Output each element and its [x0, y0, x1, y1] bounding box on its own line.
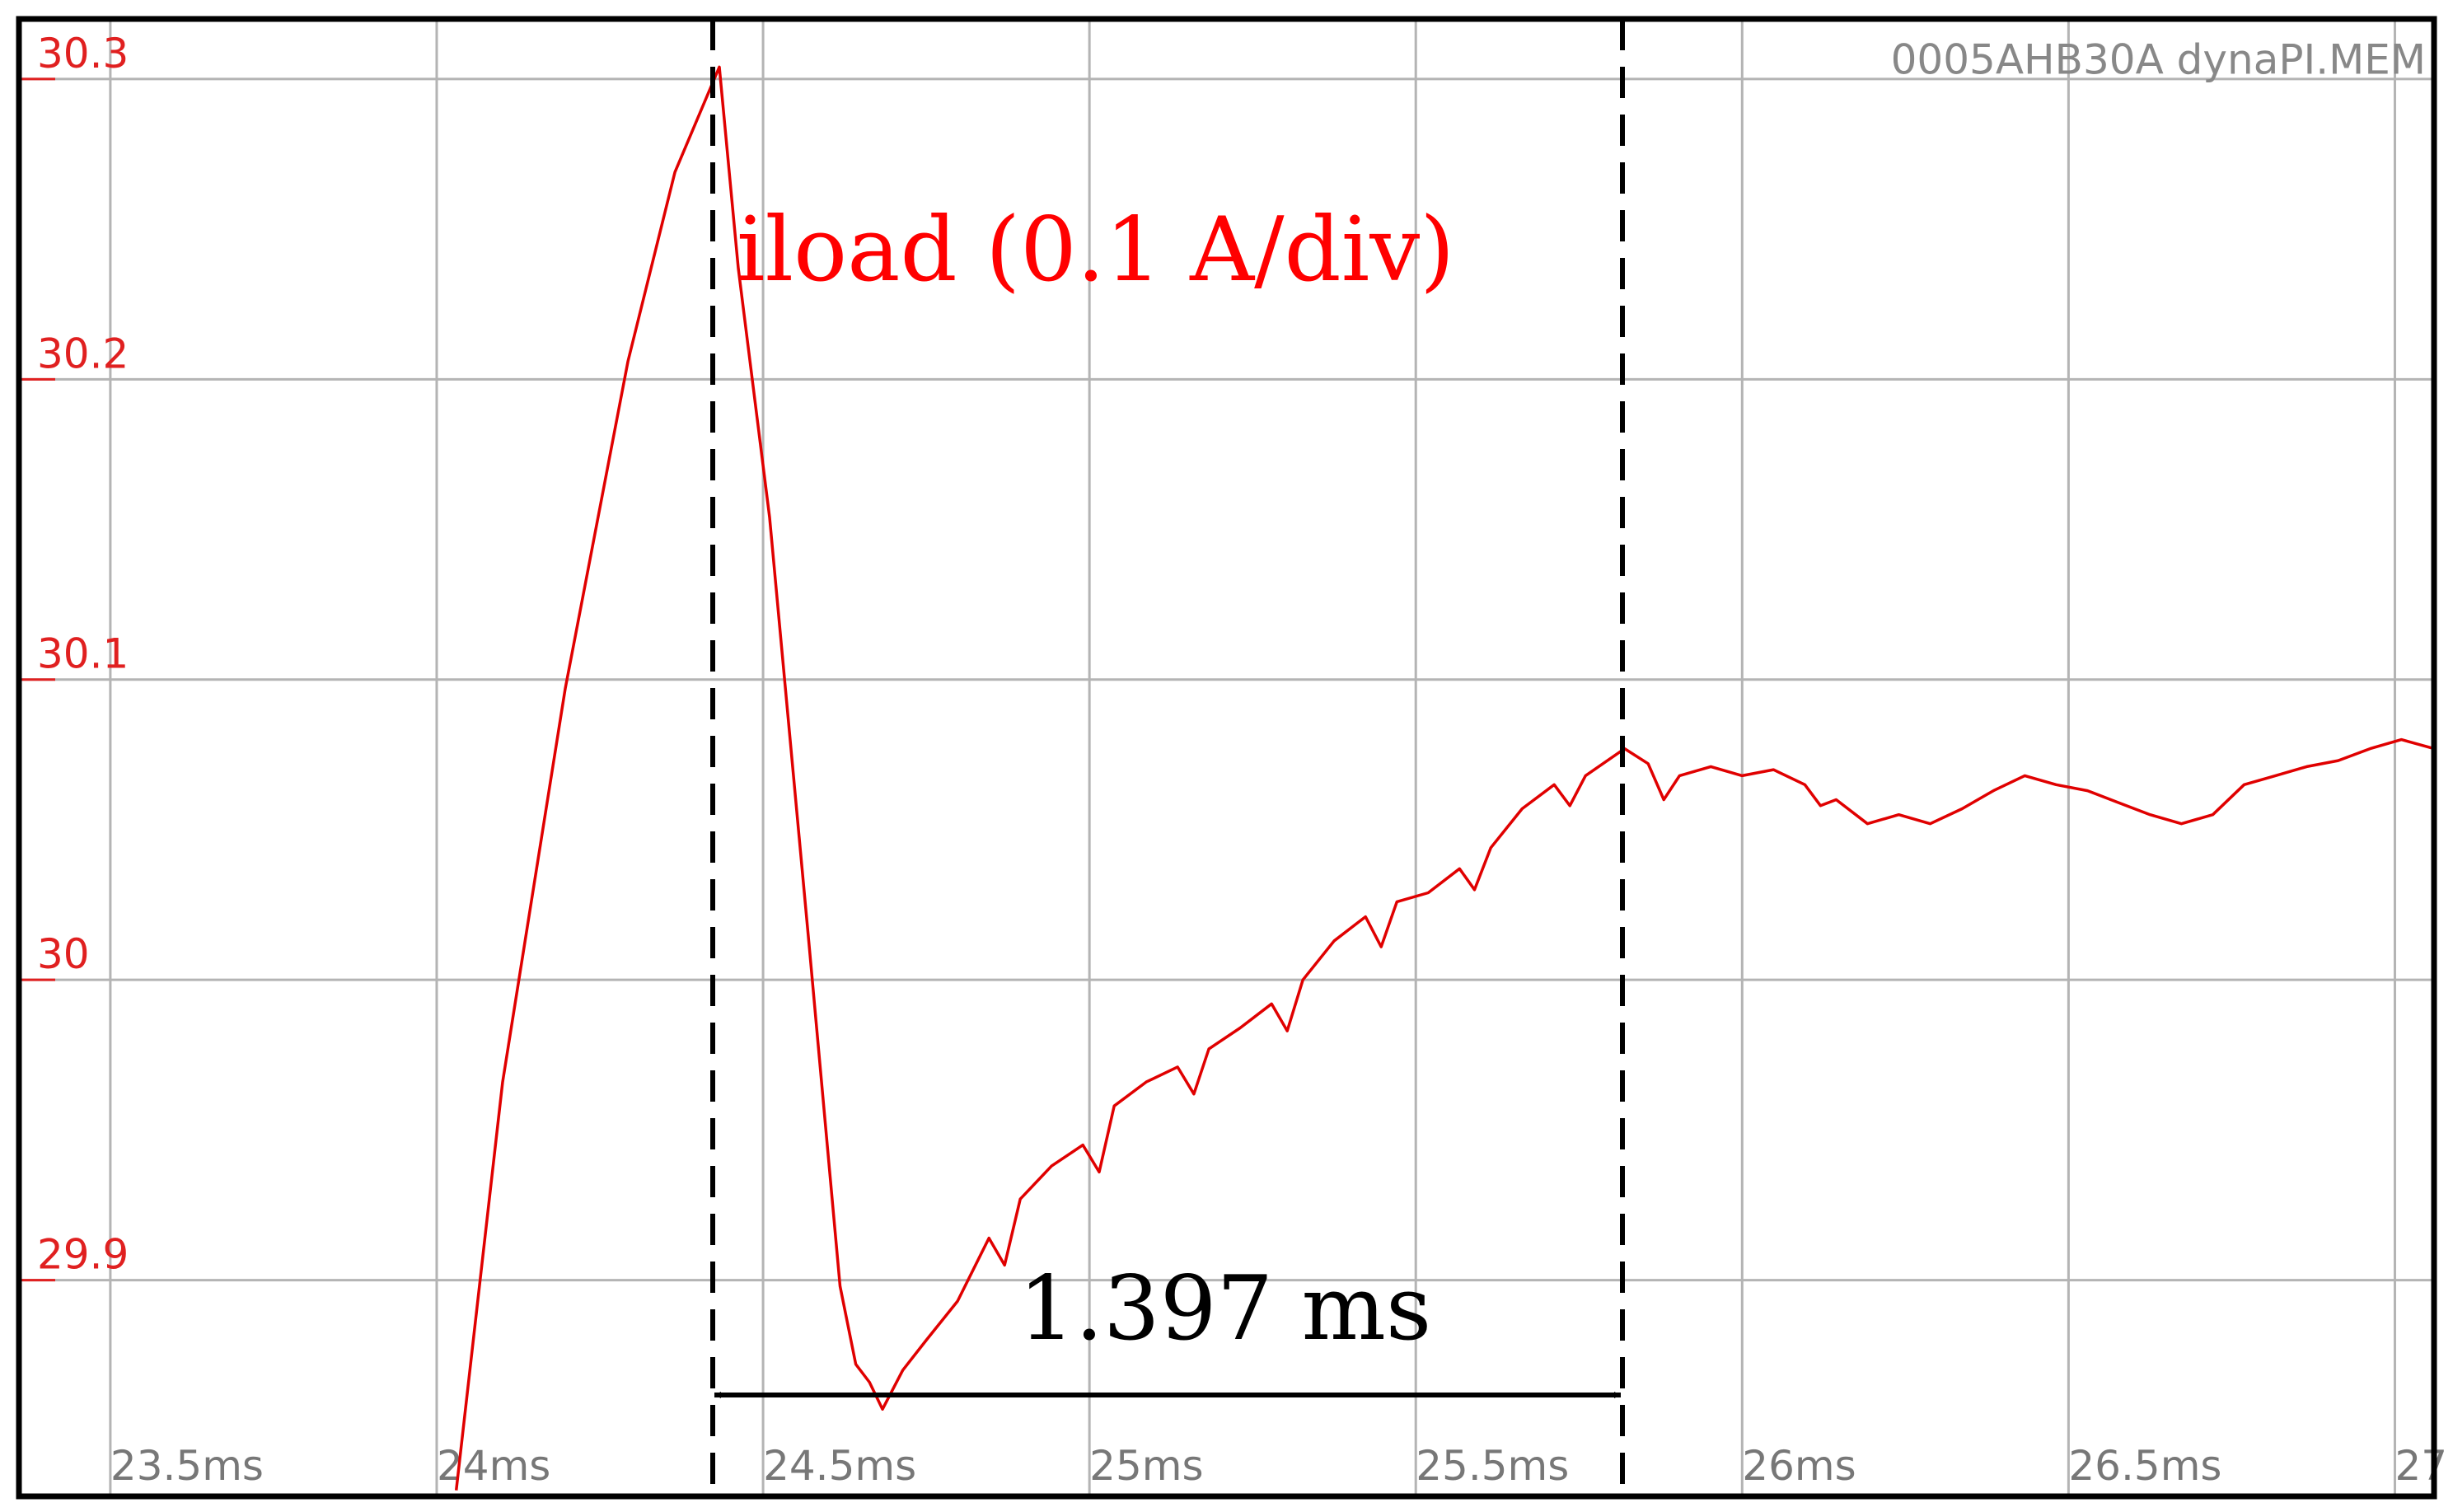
x-tick-label: 27 [2394, 1442, 2447, 1490]
frame [16, 16, 2437, 1500]
x-tick-label: 23.5ms [110, 1442, 264, 1490]
y-tick-label: 30.3 [37, 30, 129, 77]
data-line [454, 65, 2434, 1491]
x-tick-label: 24.5ms [763, 1442, 916, 1490]
annotation: iload (0.1 A/div) [737, 199, 1454, 302]
x-tick-label: 26ms [1742, 1442, 1856, 1490]
grid-layer [19, 19, 2434, 1496]
line-layer [454, 65, 2434, 1491]
y-tick-label: 30.1 [37, 630, 129, 678]
annotation: 1.397 ms [1018, 1257, 1431, 1360]
tick-layer: 29.9 30 30.1 30.2 30.3 23.5ms 24ms 24.5ms 25ms 25… [19, 30, 2447, 1490]
x-tick-label: 25.5ms [1416, 1442, 1569, 1490]
x-tick-label: 24ms [437, 1442, 550, 1490]
x-tick-label: 25ms [1089, 1442, 1203, 1490]
y-tick-label: 30 [37, 930, 90, 978]
y-tick-label: 30.2 [37, 330, 129, 377]
y-tick-label: 29.9 [37, 1231, 129, 1279]
x-tick-label: 26.5ms [2068, 1442, 2221, 1490]
watermark: 0005AHB30A dynaPI.MEM [1891, 36, 2426, 84]
